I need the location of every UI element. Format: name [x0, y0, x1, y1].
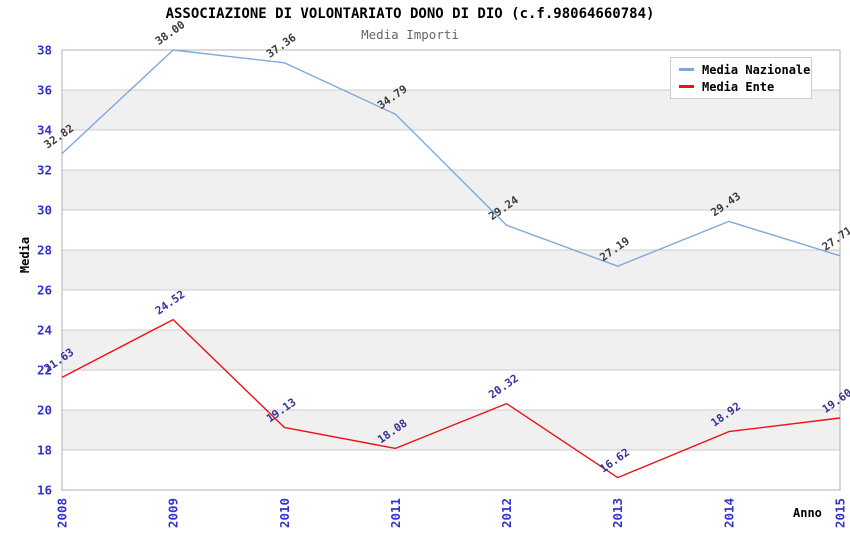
y-tick-label: 18 [37, 443, 52, 458]
plot-band [62, 170, 840, 210]
point-label: 20.32 [486, 372, 521, 402]
plot-band [62, 330, 840, 370]
point-label: 24.52 [153, 288, 188, 318]
media-ente-swatch-icon [679, 85, 694, 88]
y-tick-label: 22 [37, 363, 52, 378]
plot-band [62, 410, 840, 450]
legend-item-media-nazionale: Media Nazionale [671, 63, 811, 77]
y-tick-label: 38 [37, 43, 52, 58]
y-tick-label: 16 [37, 483, 52, 498]
x-tick-label: 2013 [610, 498, 625, 528]
x-tick-label: 2015 [833, 498, 848, 528]
media-nazionale-swatch-icon [679, 68, 694, 71]
y-tick-label: 30 [37, 203, 52, 218]
plot-border [61, 49, 841, 491]
y-tick-label: 20 [37, 403, 52, 418]
x-tick-label: 2010 [277, 498, 292, 528]
x-tick-label: 2011 [388, 498, 403, 528]
y-tick-label: 34 [37, 123, 52, 138]
legend: Media Nazionale Media Ente [670, 57, 812, 99]
legend-label: Media Nazionale [702, 62, 811, 77]
legend-label: Media Ente [702, 79, 775, 94]
series-line-media-ente [61, 318, 841, 479]
y-axis-title: Media [18, 236, 32, 274]
x-tick-label: 2009 [166, 498, 181, 528]
chart-title: ASSOCIAZIONE DI VOLONTARIATO DONO DI DIO… [165, 6, 655, 22]
legend-item-media-ente: Media Ente [671, 80, 811, 94]
x-tick-label: 2008 [55, 498, 70, 528]
series-line-media-nazionale [61, 49, 841, 267]
x-tick-label: 2012 [499, 498, 514, 528]
chart-subtitle: Media Importi [361, 27, 459, 42]
y-tick-label: 28 [37, 243, 52, 258]
y-tick-label: 36 [37, 83, 52, 98]
x-axis-title: Anno [793, 506, 822, 520]
x-tick-label: 2014 [721, 498, 736, 528]
point-label: 27.71 [820, 224, 850, 254]
y-tick-label: 26 [37, 283, 52, 298]
plot-band [62, 250, 840, 290]
y-tick-label: 24 [37, 323, 52, 338]
y-tick-label: 32 [37, 163, 52, 178]
